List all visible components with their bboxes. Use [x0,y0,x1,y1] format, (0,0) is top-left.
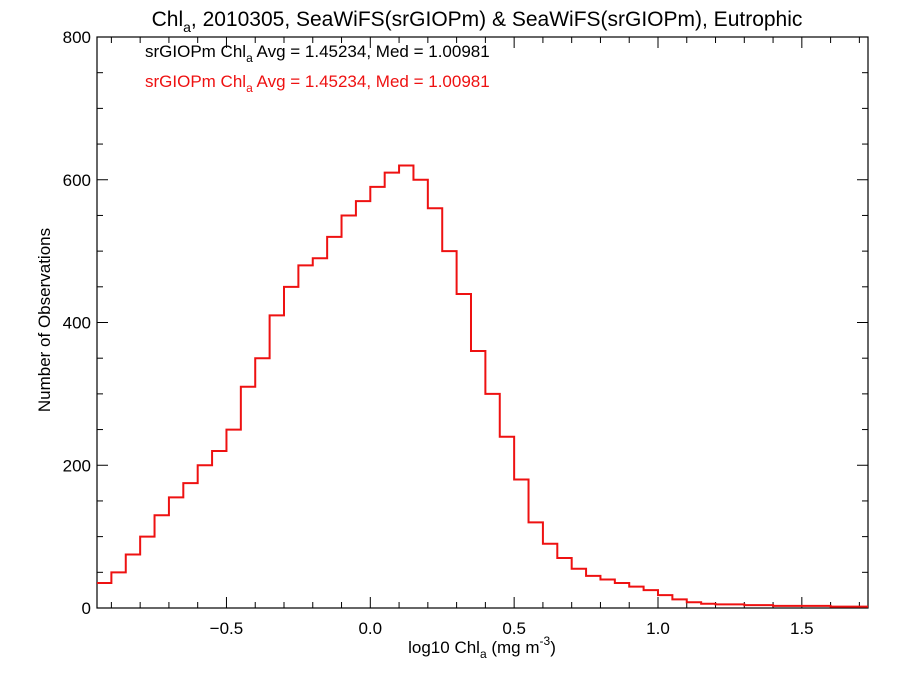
x-tick-label: 1.5 [790,619,814,638]
x-axis-label: log10 Chla (mg m-3) [408,634,556,661]
x-tick-label: 0.5 [502,619,526,638]
title-rest: , 2010305, SeaWiFS(srGIOPm) & SeaWiFS(sr… [191,8,803,31]
y-tick-label: 600 [63,171,91,190]
y-tick-label: 0 [82,599,91,618]
axis-ticks [97,36,868,609]
annotation-line-1: srGIOPm Chla Avg = 1.45234, Med = 1.0098… [145,42,490,65]
svg-text:Chla, 2010305, SeaWiFS(srGIOPm: Chla, 2010305, SeaWiFS(srGIOPm) & SeaWiF… [152,8,803,35]
x-tick-label: 0.0 [358,619,382,638]
plot-area [96,36,869,609]
y-tick-labels: 0 200 400 600 800 [63,28,91,618]
annotations: srGIOPm Chla Avg = 1.45234, Med = 1.0098… [145,42,490,95]
y-tick-label: 800 [63,28,91,47]
x-tick-label: 1.0 [646,619,670,638]
y-tick-label: 200 [63,456,91,475]
x-tick-label: −0.5 [210,619,244,638]
histogram-series-line [97,164,868,608]
chart-title: Chla, 2010305, SeaWiFS(srGIOPm) & SeaWiF… [152,8,803,35]
annotation-line-2: srGIOPm Chla Avg = 1.45234, Med = 1.0098… [145,72,490,95]
title-main: Chl [152,8,184,31]
title-subscript: a [183,19,191,35]
y-tick-label: 400 [63,314,91,333]
x-tick-labels: −0.5 0.0 0.5 1.0 1.5 [210,619,814,638]
y-axis-label: Number of Observations [35,228,54,412]
histogram-series-points [96,165,869,607]
